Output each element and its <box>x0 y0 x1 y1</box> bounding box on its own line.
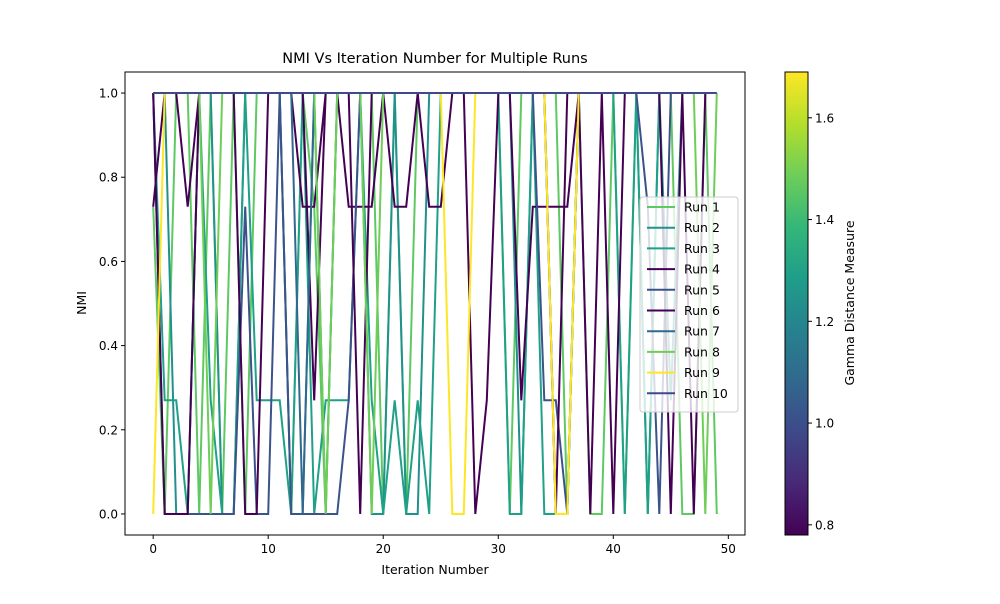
x-tick-label: 20 <box>376 542 391 556</box>
colorbar-tick-label: 1.2 <box>815 315 834 329</box>
colorbar-tick-label: 1.4 <box>815 213 834 227</box>
legend-label: Run 10 <box>684 386 728 401</box>
legend-label: Run 7 <box>684 324 720 339</box>
y-axis-ticks: 0.0 0.2 0.4 0.6 0.8 1.0 <box>99 87 125 521</box>
y-tick-label: 0.0 <box>99 507 118 521</box>
colorbar: 0.8 1.0 1.2 1.4 1.6 <box>784 71 834 536</box>
colorbar-label: Gamma Distance Measure <box>842 220 857 385</box>
y-axis-label: NMI <box>74 291 89 315</box>
x-tick-label: 40 <box>606 542 621 556</box>
x-axis-label: Iteration Number <box>381 562 489 577</box>
colorbar-tick-label: 0.8 <box>815 518 834 532</box>
legend-label: Run 5 <box>684 282 720 297</box>
legend-label: Run 4 <box>684 262 720 277</box>
y-tick-label: 0.6 <box>99 255 118 269</box>
x-tick-label: 0 <box>149 542 157 556</box>
series-lines <box>152 92 718 515</box>
legend-box <box>639 196 739 413</box>
legend-label: Run 8 <box>684 344 720 359</box>
y-tick-label: 1.0 <box>99 87 118 101</box>
colorbar-tick-label: 1.6 <box>815 111 834 125</box>
legend-label: Run 3 <box>684 241 720 256</box>
y-tick-label: 0.8 <box>99 171 118 185</box>
y-tick-label: 0.4 <box>99 339 118 353</box>
legend: Run 1 Run 2 Run 3 Run 4 Run 5 Run 6 Run 7 Run 8… <box>639 196 739 413</box>
x-tick-label: 30 <box>491 542 506 556</box>
x-tick-label: 10 <box>261 542 276 556</box>
y-tick-label: 0.2 <box>99 423 118 437</box>
x-axis-ticks: 0 10 20 30 40 50 <box>149 535 736 556</box>
legend-label: Run 2 <box>684 220 720 235</box>
legend-label: Run 9 <box>684 365 720 380</box>
colorbar-gradient <box>784 71 809 536</box>
colorbar-tick-label: 1.0 <box>815 417 834 431</box>
legend-label: Run 1 <box>684 200 720 215</box>
chart-title: NMI Vs Iteration Number for Multiple Run… <box>282 51 587 67</box>
legend-label: Run 6 <box>684 303 720 318</box>
series-line-run-3 <box>152 92 717 515</box>
plot-frame <box>124 71 746 536</box>
x-tick-label: 50 <box>721 542 736 556</box>
